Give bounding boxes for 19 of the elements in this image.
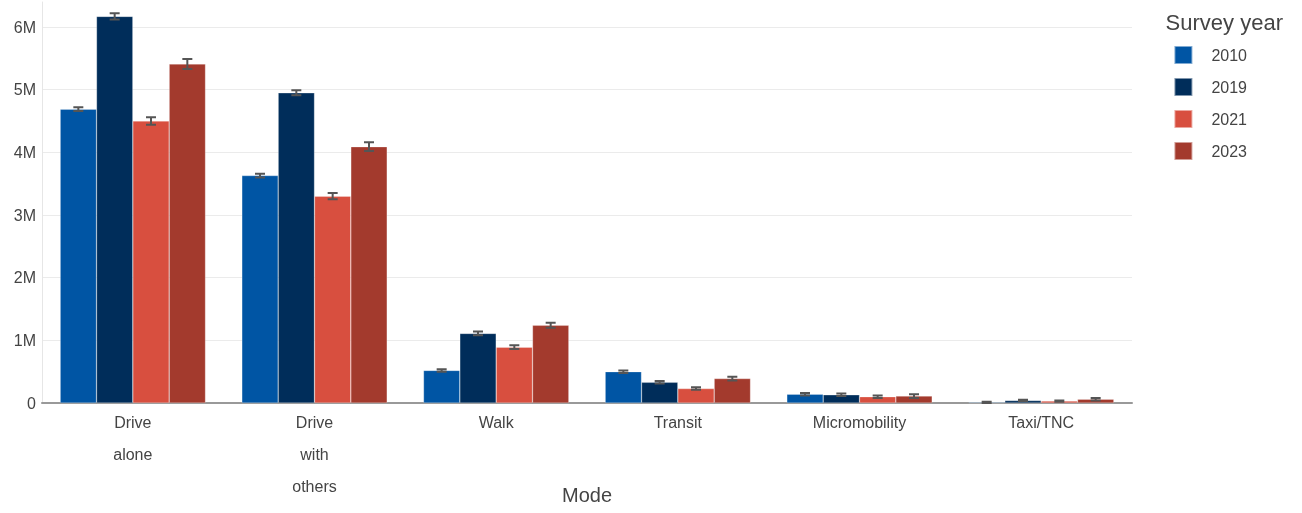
x-tick-label: Walk: [478, 413, 515, 431]
legend-label: 2010: [1211, 46, 1248, 64]
legend-label: 2021: [1211, 110, 1248, 128]
y-tick-label: 0: [27, 394, 37, 412]
x-axis-title: Mode: [561, 484, 613, 506]
y-tick-label: 6M: [13, 18, 36, 36]
y-tick-label: 5M: [13, 81, 36, 99]
x-tick-label: Transit: [653, 413, 703, 431]
legend-label: 2019: [1211, 78, 1248, 96]
legend-label: 2023: [1211, 142, 1248, 160]
legend-title: Survey year: [1165, 9, 1284, 35]
x-tick-label: Taxi/TNC: [1008, 413, 1075, 431]
x-tick-label: Drive with others: [292, 413, 337, 495]
y-tick-label: 1M: [13, 331, 36, 349]
y-tick-label: 3M: [13, 206, 36, 224]
x-tick-label: Micromobility: [812, 413, 907, 431]
y-tick-label: 4M: [13, 143, 36, 161]
y-tick-label: 2M: [13, 269, 36, 287]
x-tick-label: Drive alone: [113, 413, 153, 463]
